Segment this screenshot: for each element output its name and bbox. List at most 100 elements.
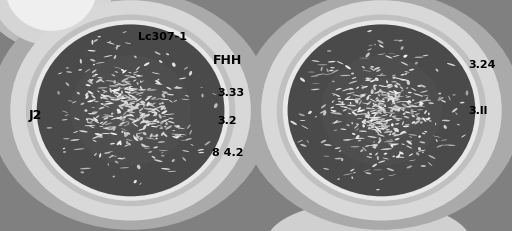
Ellipse shape (345, 66, 351, 70)
Ellipse shape (381, 149, 389, 150)
Ellipse shape (126, 88, 137, 90)
Ellipse shape (159, 106, 163, 108)
Ellipse shape (394, 78, 402, 80)
Ellipse shape (85, 93, 89, 97)
Ellipse shape (137, 83, 139, 85)
Ellipse shape (73, 131, 78, 134)
Ellipse shape (399, 109, 404, 111)
Ellipse shape (452, 95, 456, 96)
Ellipse shape (380, 121, 387, 122)
Ellipse shape (375, 153, 378, 156)
Text: 3.ll: 3.ll (468, 106, 488, 116)
Ellipse shape (370, 117, 381, 119)
Ellipse shape (182, 158, 186, 161)
Text: 3.24: 3.24 (468, 60, 496, 70)
Ellipse shape (394, 105, 399, 110)
Ellipse shape (297, 140, 303, 143)
Ellipse shape (330, 113, 340, 115)
Ellipse shape (104, 123, 112, 125)
Ellipse shape (161, 99, 169, 101)
Ellipse shape (396, 156, 400, 158)
Ellipse shape (352, 112, 357, 116)
Ellipse shape (115, 85, 122, 86)
Ellipse shape (141, 116, 147, 117)
Ellipse shape (140, 121, 145, 124)
Ellipse shape (379, 110, 386, 114)
Ellipse shape (154, 160, 163, 162)
Ellipse shape (74, 118, 80, 121)
Ellipse shape (370, 99, 376, 103)
Ellipse shape (345, 97, 351, 100)
Ellipse shape (152, 73, 160, 75)
Ellipse shape (387, 86, 393, 89)
Ellipse shape (392, 77, 396, 79)
Ellipse shape (366, 78, 370, 80)
Ellipse shape (373, 145, 376, 149)
Ellipse shape (121, 122, 129, 124)
Ellipse shape (322, 56, 441, 166)
Ellipse shape (373, 85, 377, 87)
Ellipse shape (417, 119, 428, 120)
Ellipse shape (129, 93, 139, 94)
Ellipse shape (141, 146, 150, 147)
Ellipse shape (214, 104, 218, 109)
Ellipse shape (356, 87, 359, 89)
Ellipse shape (378, 112, 382, 115)
Ellipse shape (80, 172, 84, 174)
Ellipse shape (87, 101, 93, 103)
Ellipse shape (352, 78, 356, 80)
Ellipse shape (371, 90, 374, 95)
Ellipse shape (406, 97, 411, 98)
Ellipse shape (364, 114, 369, 116)
Ellipse shape (351, 73, 354, 75)
Ellipse shape (110, 143, 115, 145)
Ellipse shape (121, 91, 123, 94)
Ellipse shape (147, 111, 154, 113)
Ellipse shape (129, 110, 131, 112)
Ellipse shape (400, 47, 403, 51)
Ellipse shape (121, 84, 129, 86)
Ellipse shape (92, 41, 93, 46)
Ellipse shape (99, 80, 104, 83)
Ellipse shape (133, 124, 138, 127)
Ellipse shape (103, 118, 109, 120)
Ellipse shape (381, 107, 384, 110)
Ellipse shape (102, 96, 112, 97)
Ellipse shape (132, 99, 137, 100)
Ellipse shape (350, 102, 351, 105)
Ellipse shape (125, 43, 131, 45)
Ellipse shape (362, 103, 370, 105)
Ellipse shape (140, 121, 148, 123)
Ellipse shape (84, 110, 88, 112)
Ellipse shape (362, 71, 371, 72)
Ellipse shape (378, 121, 380, 125)
Ellipse shape (345, 139, 354, 141)
Ellipse shape (378, 119, 385, 121)
Ellipse shape (307, 140, 309, 143)
Ellipse shape (164, 108, 166, 110)
Ellipse shape (378, 85, 385, 88)
Ellipse shape (352, 110, 357, 112)
Ellipse shape (88, 91, 94, 95)
Ellipse shape (159, 150, 168, 151)
Ellipse shape (124, 89, 133, 91)
Ellipse shape (369, 125, 374, 128)
Ellipse shape (96, 116, 99, 119)
Ellipse shape (120, 116, 122, 121)
Ellipse shape (187, 125, 190, 129)
Ellipse shape (335, 148, 340, 149)
Ellipse shape (98, 78, 103, 79)
Ellipse shape (376, 121, 378, 123)
Ellipse shape (420, 101, 425, 102)
Ellipse shape (352, 95, 362, 97)
Ellipse shape (88, 81, 93, 85)
Ellipse shape (390, 115, 392, 117)
Ellipse shape (381, 109, 385, 111)
Ellipse shape (261, 1, 502, 221)
Ellipse shape (198, 149, 204, 151)
Ellipse shape (332, 122, 342, 124)
Ellipse shape (114, 95, 120, 98)
Ellipse shape (371, 127, 375, 129)
Ellipse shape (133, 80, 137, 82)
Ellipse shape (388, 99, 395, 102)
